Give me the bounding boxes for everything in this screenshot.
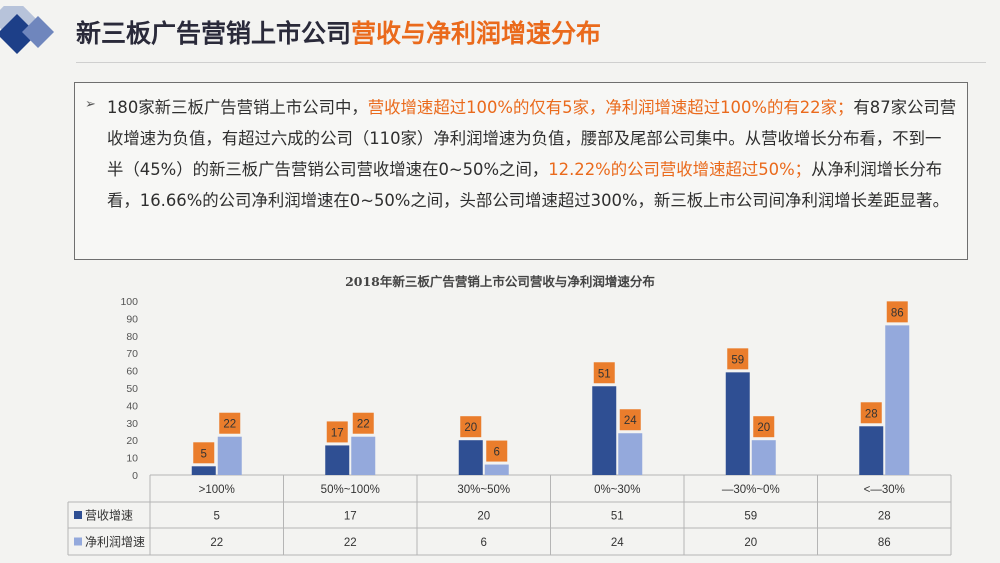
title-part2: 营收与净利润增速分布 xyxy=(351,19,602,48)
table-cell-1-2: 6 xyxy=(481,537,487,549)
bar-0-3 xyxy=(592,386,617,475)
summary-segment-1: 营收增速超过100%的仅有5家，净利润增速超过100%的有22家； xyxy=(367,98,854,117)
data-label-box-0-4 xyxy=(727,348,749,370)
data-label-0-0: 5 xyxy=(201,448,207,460)
bar-1-3 xyxy=(618,433,643,475)
table-cell-1-4: 20 xyxy=(744,537,757,549)
table-cell-0-5: 28 xyxy=(878,511,891,523)
data-label-box-1-1 xyxy=(352,412,374,434)
data-label-0-2: 20 xyxy=(464,422,477,434)
title-divider xyxy=(76,62,986,63)
data-label-1-1: 22 xyxy=(357,419,370,431)
table-cell-0-3: 51 xyxy=(611,511,624,523)
summary-segment-2: 有87家公司营收增速为负值，有超过六成的公司（110家）净利润增速为负值，腰部及… xyxy=(107,98,957,179)
summary-box: ➢ 180家新三板广告营销上市公司中，营收增速超过100%的仅有5家，净利润增速… xyxy=(74,82,968,260)
y-tick-label-7: 70 xyxy=(126,348,138,360)
legend-swatch-1 xyxy=(74,537,82,546)
y-tick-label-2: 20 xyxy=(126,435,138,447)
bar-0-4 xyxy=(725,372,750,475)
table-cell-1-5: 86 xyxy=(878,537,891,549)
data-label-box-1-0 xyxy=(219,412,241,434)
data-label-box-0-0 xyxy=(193,442,215,464)
chart-title: 2018年新三板广告营销上市公司营收与净利润增速分布 xyxy=(345,274,655,289)
bar-0-1 xyxy=(325,445,350,475)
table-cell-1-0: 22 xyxy=(210,537,223,549)
bar-0-2 xyxy=(458,440,483,475)
bar-1-5 xyxy=(885,325,910,475)
data-label-1-3: 24 xyxy=(624,415,637,427)
bar-1-1 xyxy=(351,436,376,475)
data-label-box-0-3 xyxy=(593,362,615,384)
data-label-0-5: 28 xyxy=(865,408,878,420)
table-cell-0-1: 17 xyxy=(344,511,357,523)
x-category-label-3: 0%~30% xyxy=(594,484,640,496)
x-category-label-5: <—30% xyxy=(864,484,905,496)
summary-segment-3: 12.22%的公司营收增速超过50%； xyxy=(548,160,812,179)
x-category-label-0: >100% xyxy=(199,484,235,496)
y-tick-label-8: 80 xyxy=(126,331,138,343)
y-tick-label-0: 0 xyxy=(132,470,138,482)
bar-1-2 xyxy=(484,464,509,475)
x-category-label-4: —30%~0% xyxy=(722,484,780,496)
data-label-box-0-1 xyxy=(326,421,348,443)
y-tick-label-6: 60 xyxy=(126,366,138,378)
bar-0-0 xyxy=(191,466,216,475)
bar-1-0 xyxy=(217,436,242,475)
title-part1: 新三板广告营销上市公司 xyxy=(76,19,352,48)
y-tick-label-10: 100 xyxy=(120,296,138,308)
bar-1-4 xyxy=(751,440,776,475)
y-tick-label-1: 10 xyxy=(126,453,138,465)
data-label-box-1-4 xyxy=(753,416,775,438)
data-label-box-0-5 xyxy=(860,402,882,424)
y-tick-label-3: 30 xyxy=(126,418,138,430)
legend-swatch-0 xyxy=(74,511,82,519)
y-tick-label-4: 40 xyxy=(126,400,138,412)
legend-label-1: 净利润增速 xyxy=(85,535,145,549)
y-tick-label-5: 50 xyxy=(126,383,138,395)
data-label-1-5: 86 xyxy=(891,307,904,319)
legend-label-0: 营收增速 xyxy=(85,509,133,523)
summary-segment-0: 180家新三板广告营销上市公司中， xyxy=(107,98,368,117)
table-cell-0-0: 5 xyxy=(214,511,220,523)
x-category-label-2: 30%~50% xyxy=(457,484,510,496)
page-title: 新三板广告营销上市公司营收与净利润增速分布 xyxy=(76,14,601,54)
bullet-arrow-icon: ➢ xyxy=(85,97,96,112)
table-cell-0-2: 20 xyxy=(477,511,490,523)
table-cell-1-3: 24 xyxy=(611,537,624,549)
logo-diamond-icon xyxy=(0,6,54,54)
data-label-box-1-3 xyxy=(619,409,641,431)
data-label-box-1-5 xyxy=(886,301,908,323)
data-label-0-3: 51 xyxy=(598,368,611,380)
data-label-1-0: 22 xyxy=(223,419,236,431)
table-cell-1-1: 22 xyxy=(344,537,357,549)
bar-0-5 xyxy=(859,426,884,475)
summary-segment-4: 从净利润增长分布看，16.66%的公司净利润增速在0~50%之间，头部公司增速超… xyxy=(107,160,949,210)
data-label-box-0-2 xyxy=(460,416,482,438)
summary-text: 180家新三板广告营销上市公司中，营收增速超过100%的仅有5家，净利润增速超过… xyxy=(107,92,957,216)
data-label-0-1: 17 xyxy=(331,427,344,439)
table-cell-0-4: 59 xyxy=(744,511,757,523)
y-tick-label-9: 90 xyxy=(126,313,138,325)
data-label-box-1-2 xyxy=(486,440,508,462)
data-label-0-4: 59 xyxy=(731,354,744,366)
data-label-1-4: 20 xyxy=(757,422,770,434)
data-label-1-2: 6 xyxy=(494,447,500,459)
x-category-label-1: 50%~100% xyxy=(321,484,380,496)
